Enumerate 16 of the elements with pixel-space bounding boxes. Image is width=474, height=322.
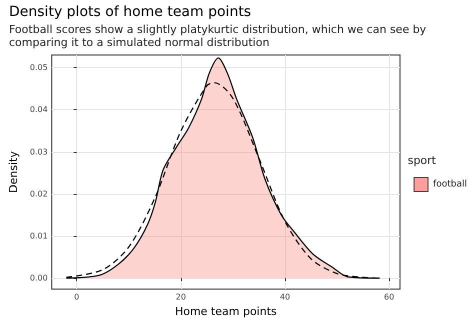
y-tick-label: 0.02 — [30, 189, 48, 198]
x-axis-title: Home team points — [174, 305, 278, 318]
x-tick-label: 0 — [74, 292, 80, 302]
y-tick-label: 0.03 — [30, 147, 48, 156]
x-tick-label: 60 — [384, 292, 394, 302]
chart-subtitle: Football scores show a slightly platykurtic distribution, which we can see by comparing it to a simulated normal distribution — [9, 23, 430, 49]
chart-title: Density plots of home team points — [9, 4, 252, 20]
y-tick-label: 0.00 — [30, 274, 48, 283]
legend-title: sport — [408, 154, 437, 167]
legend-label: football — [433, 180, 468, 190]
y-tick-label: 0.04 — [30, 105, 48, 114]
y-tick-label: 0.01 — [30, 232, 48, 241]
y-axis-title: Density — [7, 150, 20, 193]
x-tick-label: 20 — [176, 292, 186, 302]
y-tick-label: 0.05 — [30, 63, 48, 72]
x-tick-label: 40 — [280, 292, 290, 302]
